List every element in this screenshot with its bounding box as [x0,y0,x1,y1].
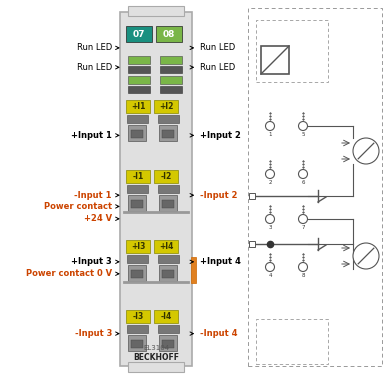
Bar [158,255,179,263]
Text: -Input 2: -Input 2 [190,191,238,200]
Bar [162,270,174,278]
Text: Run LED: Run LED [190,43,235,52]
Bar [256,319,328,364]
Bar [127,255,148,263]
Text: 08: 08 [163,30,175,39]
Text: -I2: -I2 [161,172,172,181]
Bar [162,340,174,348]
Bar [128,76,150,84]
Text: -I4: -I4 [161,312,172,321]
Bar [256,20,328,82]
Bar [248,8,382,366]
Text: 3: 3 [268,225,272,230]
Bar [127,185,148,193]
Text: EL3104: EL3104 [143,345,169,351]
Bar [128,125,146,141]
Bar [131,340,143,348]
Text: Run LED: Run LED [77,63,119,72]
Bar [131,270,143,278]
Circle shape [353,138,379,164]
Bar [160,56,182,64]
Circle shape [353,243,379,269]
Text: Power contact 0 V: Power contact 0 V [26,269,119,278]
Text: -Input 3: -Input 3 [75,329,119,338]
Text: 07: 07 [133,30,145,39]
Bar [160,86,182,93]
Bar [162,130,174,138]
Bar [126,170,150,183]
Text: +Input 1: +Input 1 [71,131,119,140]
Text: +I1: +I1 [131,102,145,111]
Bar [156,26,182,42]
Bar [128,362,184,372]
Bar [131,200,143,208]
Circle shape [298,122,308,131]
Text: -I3: -I3 [132,312,144,321]
Bar [249,241,255,247]
Bar [128,6,184,16]
Text: -Input 1: -Input 1 [75,191,119,200]
Text: Run LED: Run LED [77,43,119,52]
Bar [154,310,178,323]
Text: Power contact: Power contact [44,202,119,211]
Bar [261,46,289,74]
Text: +I3: +I3 [131,242,145,251]
Text: +Input 3: +Input 3 [71,257,119,266]
Text: 5: 5 [301,132,305,137]
Text: 7: 7 [301,225,305,230]
Text: +Input 4: +Input 4 [190,257,241,266]
Bar [128,86,150,93]
Bar [127,325,148,333]
Text: 6: 6 [301,180,305,185]
Bar [191,257,196,283]
Bar [128,66,150,73]
Text: Run LED: Run LED [190,63,235,72]
Circle shape [266,122,275,131]
Circle shape [266,169,275,178]
Bar [158,325,179,333]
Bar [128,56,150,64]
Bar [154,170,178,183]
Bar [160,66,182,73]
Bar [159,335,177,351]
Bar [158,115,179,123]
Text: +I4: +I4 [159,242,173,251]
Text: 4: 4 [268,273,272,278]
Text: -Input 4: -Input 4 [190,329,238,338]
Bar [128,195,146,211]
Bar [126,240,150,253]
Text: +I2: +I2 [159,102,173,111]
Text: +Input 2: +Input 2 [190,131,241,140]
Bar [131,130,143,138]
Text: BECKHOFF: BECKHOFF [133,353,179,362]
Bar [158,185,179,193]
Bar [162,200,174,208]
Bar [159,195,177,211]
Circle shape [266,215,275,224]
Bar [154,100,178,113]
Bar [154,240,178,253]
Bar [159,265,177,281]
Bar [120,12,192,366]
Text: -I1: -I1 [132,172,144,181]
Bar [128,265,146,281]
Circle shape [298,263,308,272]
Bar [159,125,177,141]
Bar [126,100,150,113]
Text: 2: 2 [268,180,272,185]
Text: 1: 1 [268,132,272,137]
Bar [128,335,146,351]
Circle shape [266,263,275,272]
Text: 8: 8 [301,273,305,278]
Bar [160,76,182,84]
Text: +24 V: +24 V [84,214,119,223]
Circle shape [298,169,308,178]
Bar [126,310,150,323]
Circle shape [298,215,308,224]
Bar [249,193,255,199]
Bar [127,115,148,123]
Bar [126,26,152,42]
